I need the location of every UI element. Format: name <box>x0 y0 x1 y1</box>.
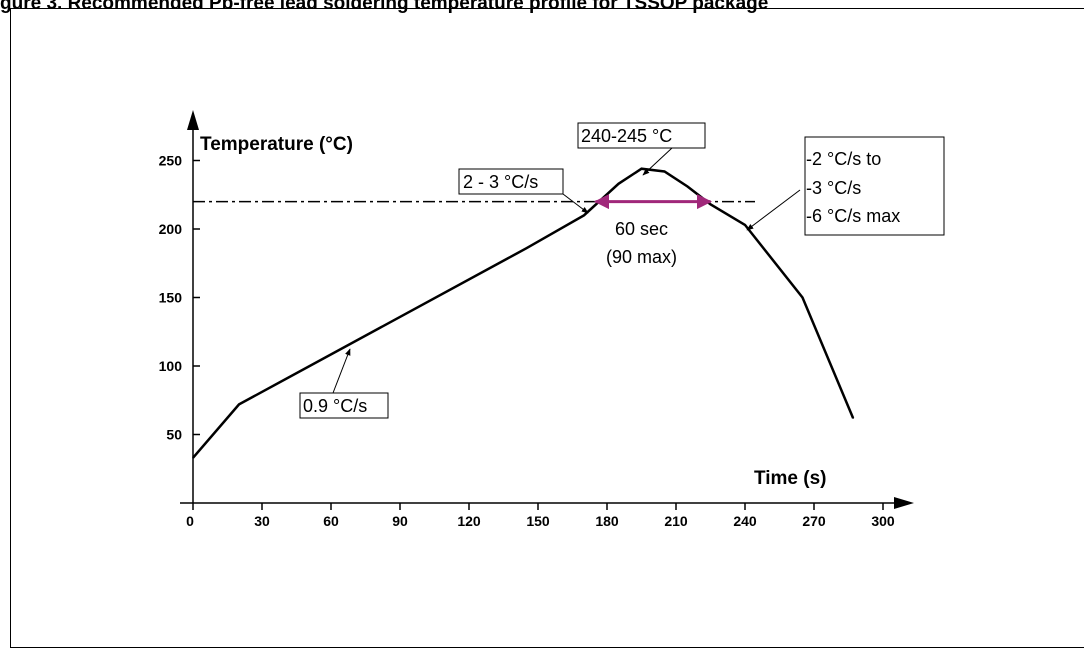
data-point <box>744 224 746 226</box>
annotation-ramp-up-box <box>458 168 564 195</box>
span-label-line-1: 60 sec <box>615 219 668 239</box>
x-tick-label: 180 <box>595 513 619 529</box>
annotation-peak: 240-245 °C <box>577 122 706 176</box>
x-tick-label: 90 <box>392 513 408 529</box>
data-point <box>852 417 854 419</box>
x-ticks: 0 30 60 90 120 150 180 210 240 270 300 <box>186 503 895 529</box>
x-tick-label: 60 <box>323 513 339 529</box>
annotation-ramp-up-arrow <box>562 193 589 214</box>
data-points <box>192 167 854 459</box>
data-point <box>663 170 666 173</box>
annotation-cooling-box <box>804 136 945 236</box>
data-point <box>192 456 194 459</box>
annotation-preheat-text: 0.9 °C/s <box>303 396 367 416</box>
annotation-cooling-line-3: -6 °C/s max <box>806 206 900 226</box>
figure-title: gure 3. Recommended Pb-free lead solderi… <box>0 0 769 14</box>
temperature-curve <box>192 167 855 459</box>
data-point <box>617 182 620 185</box>
y-axis-label: Temperature (°C) <box>200 134 353 155</box>
y-tick-label: 50 <box>166 427 182 443</box>
data-point <box>525 247 528 249</box>
x-tick-label: 0 <box>186 513 194 529</box>
annotation-preheat: 0.9 °C/s <box>299 348 389 419</box>
annotation-preheat-box <box>299 392 389 419</box>
annotation-peak-arrow <box>642 147 673 176</box>
y-axis-arrow-icon <box>187 110 199 130</box>
annotation-cooling-line-2: -3 °C/s <box>806 178 861 198</box>
x-tick-label: 30 <box>254 513 270 529</box>
annotation-preheat-arrow <box>332 348 351 394</box>
x-tick-label: 240 <box>733 513 757 529</box>
annotation-cooling: -2 °C/s to -3 °C/s -6 °C/s max <box>746 136 945 236</box>
y-tick-label: 250 <box>159 153 183 169</box>
data-point <box>686 185 689 188</box>
data-point <box>238 403 240 406</box>
data-point <box>583 214 585 217</box>
x-axis-arrow-icon <box>894 497 914 509</box>
annotation-peak-text: 240-245 °C <box>581 126 672 146</box>
span-label-line-2: (90 max) <box>606 247 677 267</box>
annotation-ramp-up: 2 - 3 °C/s <box>458 168 589 214</box>
annotation-ramp-up-text: 2 - 3 °C/s <box>463 172 538 192</box>
axes <box>180 110 914 509</box>
data-point <box>709 203 712 206</box>
x-axis-label: Time (s) <box>754 468 827 489</box>
x-tick-label: 300 <box>871 513 895 529</box>
y-ticks: 50 100 150 200 250 <box>159 153 200 443</box>
x-tick-label: 150 <box>526 513 550 529</box>
y-tick-label: 200 <box>159 221 183 237</box>
data-point <box>640 167 643 170</box>
y-tick-label: 100 <box>159 358 183 374</box>
data-point <box>801 296 804 299</box>
annotation-cooling-arrow <box>746 189 801 231</box>
y-tick-label: 150 <box>159 290 183 306</box>
x-tick-label: 270 <box>802 513 826 529</box>
annotation-peak-box <box>577 122 706 149</box>
x-tick-label: 120 <box>457 513 481 529</box>
x-tick-label: 210 <box>664 513 688 529</box>
annotation-cooling-line-1: -2 °C/s to <box>806 149 881 169</box>
temperature-profile-chart: 0 30 60 90 120 150 180 210 240 270 300 50 100 150 200… <box>159 110 945 529</box>
